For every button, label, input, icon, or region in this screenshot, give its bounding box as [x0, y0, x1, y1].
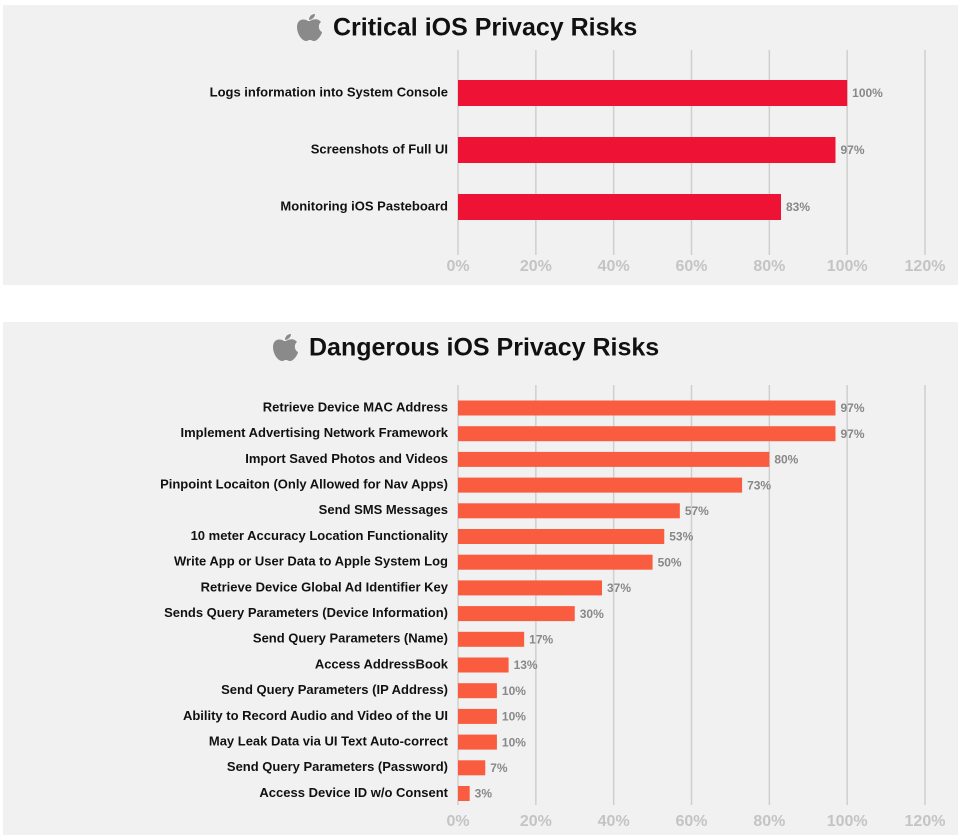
x-tick-label: 40%: [598, 813, 630, 830]
bar: [458, 760, 486, 776]
bar: [458, 683, 497, 699]
category-label: Send SMS Messages: [319, 502, 448, 517]
x-tick-label: 100%: [827, 813, 868, 830]
bar: [458, 580, 602, 596]
bar: [458, 137, 836, 163]
category-label: Sends Query Parameters (Device Informati…: [164, 605, 448, 620]
bar: [458, 529, 665, 544]
value-label: 10%: [502, 735, 526, 749]
category-label: Pinpoint Locaiton (Only Allowed for Nav …: [160, 477, 448, 492]
value-label: 13%: [514, 658, 538, 672]
value-label: 10%: [502, 684, 526, 698]
x-tick-label: 60%: [675, 258, 707, 275]
x-tick-label: 20%: [520, 813, 552, 830]
bar: [458, 606, 575, 622]
category-label: May Leak Data via UI Text Auto-correct: [209, 734, 449, 749]
value-label: 83%: [786, 200, 810, 214]
apple-icon: [273, 334, 298, 361]
category-label: Retrieve Device Global Ad Identifier Key: [201, 579, 449, 594]
value-label: 97%: [840, 401, 864, 415]
value-label: 97%: [840, 427, 864, 441]
value-label: 7%: [490, 761, 508, 775]
value-label: 30%: [580, 607, 604, 621]
panel: [3, 322, 958, 835]
value-label: 3%: [475, 787, 493, 801]
value-label: 100%: [852, 86, 883, 100]
bar: [458, 708, 497, 724]
bar: [458, 194, 782, 220]
category-label: Send Query Parameters (Password): [227, 759, 448, 774]
chart-title: Dangerous iOS Privacy Risks: [309, 334, 659, 362]
value-label: 53%: [669, 530, 693, 544]
value-label: 17%: [529, 632, 553, 646]
bar: [458, 400, 836, 416]
category-label: Import Saved Photos and Videos: [245, 451, 448, 466]
bar: [458, 554, 653, 570]
category-label: Ability to Record Audio and Video of the…: [183, 708, 448, 723]
bar: [458, 477, 743, 493]
bar: [458, 734, 497, 750]
category-label: 10 meter Accuracy Location Functionality: [191, 528, 449, 543]
category-label: Access Device ID w/o Consent: [259, 785, 448, 800]
value-label: 37%: [607, 581, 631, 595]
category-label: Screenshots of Full UI: [311, 141, 448, 156]
category-label: Retrieve Device MAC Address: [263, 399, 448, 414]
value-label: 57%: [685, 504, 709, 518]
bar: [458, 426, 836, 442]
category-label: Monitoring iOS Pasteboard: [280, 198, 448, 213]
value-label: 50%: [658, 555, 682, 569]
bar: [458, 451, 770, 467]
x-tick-label: 120%: [905, 813, 946, 830]
category-label: Access AddressBook: [315, 656, 449, 671]
x-tick-label: 80%: [753, 813, 785, 830]
x-tick-label: 100%: [827, 258, 868, 275]
x-tick-label: 80%: [753, 258, 785, 275]
bar: [458, 631, 525, 647]
x-tick-label: 20%: [520, 258, 552, 275]
bar: [458, 657, 509, 673]
bar: [458, 80, 848, 106]
chart-title: Critical iOS Privacy Risks: [333, 14, 637, 42]
category-label: Send Query Parameters (IP Address): [221, 682, 448, 697]
x-tick-label: 40%: [598, 258, 630, 275]
category-label: Write App or User Data to Apple System L…: [174, 554, 448, 569]
value-label: 10%: [502, 710, 526, 724]
category-label: Logs information into System Console: [210, 84, 448, 99]
bar: [458, 503, 680, 519]
x-tick-label: 0%: [446, 258, 469, 275]
value-label: 97%: [840, 143, 864, 157]
bar: [458, 786, 470, 801]
x-tick-label: 0%: [446, 813, 469, 830]
category-label: Send Query Parameters (Name): [253, 631, 448, 646]
x-tick-label: 120%: [905, 258, 946, 275]
value-label: 73%: [747, 478, 771, 492]
value-label: 80%: [774, 453, 798, 467]
x-tick-label: 60%: [675, 813, 707, 830]
category-label: Implement Advertising Network Framework: [180, 425, 448, 440]
apple-icon: [297, 14, 322, 41]
